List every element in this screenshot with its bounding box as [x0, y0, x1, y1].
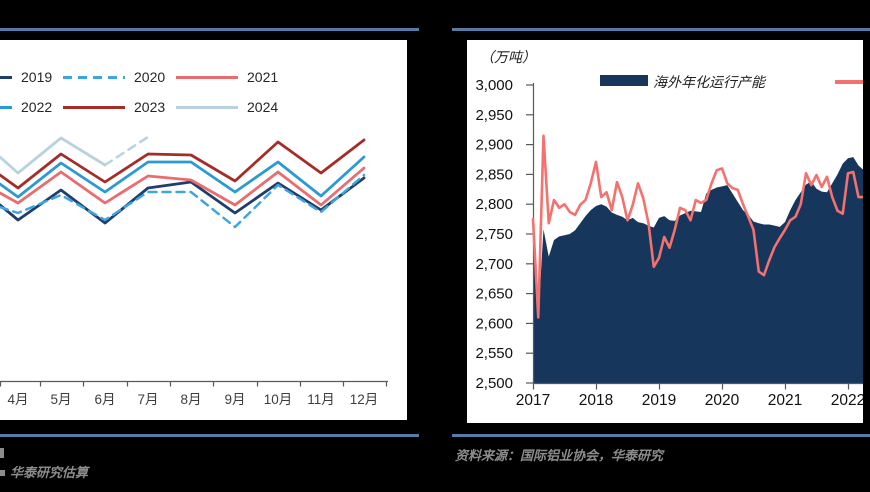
y-axis-label: 2,900: [475, 137, 513, 154]
y-axis-label: 2,850: [475, 166, 513, 183]
figure-left-bottom-rule: [0, 434, 419, 437]
x-axis-label: 7月: [137, 392, 158, 407]
y-axis-label: 2,700: [475, 256, 513, 273]
x-axis-label: 2021: [768, 392, 802, 409]
cut-text-fragment: [0, 448, 4, 458]
series-2019: [0, 176, 366, 225]
legend-swatch: [176, 75, 238, 79]
y-axis-label: 2,500: [475, 375, 513, 392]
legend-label: 2022: [21, 99, 53, 115]
legend-item-2020: 2020: [63, 69, 176, 85]
legend-area-label: 海外年化运行产能: [653, 75, 765, 91]
left-chart-panel: 2019 2020 2021 2022 2023 2024 4月 5月 6月 7月 8月 9月 10月…: [0, 40, 407, 420]
y-axis-label: 2,600: [475, 315, 513, 332]
x-axis-label: 4月: [7, 392, 28, 407]
x-axis-label: 2020: [705, 392, 740, 409]
y-axis-label: 2,800: [475, 196, 513, 213]
y-axis-label: 3,000: [475, 77, 513, 94]
x-axis-label: 11月: [307, 392, 335, 407]
legend-label: 2023: [134, 99, 166, 115]
x-axis-label: 2019: [642, 392, 676, 409]
legend-line-swatch: [835, 80, 863, 84]
legend-item-2021: 2021: [176, 69, 289, 85]
figure-left-top-rule: [0, 28, 419, 31]
series-area-capacity: [533, 157, 863, 383]
legend-swatch: [0, 75, 12, 79]
x-axis-label: 9月: [224, 392, 245, 407]
left-chart-source: 华泰研究估算: [10, 466, 89, 481]
legend-row: 2022 2023 2024: [0, 92, 289, 122]
legend-label: 2019: [21, 69, 53, 85]
y-axis-label: 2,650: [475, 286, 513, 303]
y-axis-label: 2,550: [475, 345, 513, 362]
left-line-chart: 4月 5月 6月 7月 8月 9月 10月 11月 12月: [0, 135, 388, 407]
cut-text-fragment: [0, 470, 5, 476]
legend-swatch: [0, 105, 12, 109]
series-line-production: [531, 134, 863, 319]
legend-item-2022: 2022: [0, 99, 63, 115]
figure-right-bottom-rule: [452, 434, 870, 437]
legend-swatch: [63, 75, 125, 79]
series-2024: [0, 136, 107, 175]
series-2024-estimate: [103, 135, 150, 167]
x-axis-label: 2017: [516, 392, 550, 409]
x-axis-label: 12月: [350, 392, 379, 407]
figure-right-top-rule: [452, 28, 870, 31]
series-2021: [0, 166, 366, 207]
y-axis-unit-label: （万吨）: [480, 50, 536, 66]
x-axis-label: 2018: [579, 392, 613, 409]
series-2023: [0, 138, 366, 190]
legend-item-2023: 2023: [63, 99, 176, 115]
x-axis-label: 6月: [94, 392, 115, 407]
legend-item-2024: 2024: [176, 99, 289, 115]
x-axis-label: 8月: [180, 392, 201, 407]
series-2020: [0, 173, 366, 229]
y-axis-label: 2,750: [475, 226, 513, 243]
x-axis-label: 5月: [50, 392, 71, 407]
x-axis-label: 2022: [831, 392, 863, 409]
legend-area-swatch: [600, 75, 648, 86]
legend-row: 2019 2020 2021: [0, 62, 289, 92]
right-chart-panel: （万吨） 海外年化运行产能 2,500 2,550 2,600 2,650 2,700 2…: [467, 40, 863, 423]
legend-label: 2021: [247, 69, 279, 85]
y-axis-label: 2,950: [475, 107, 513, 124]
right-chart-source: 资料来源：国际铝业协会，华泰研究: [455, 449, 664, 464]
legend-swatch: [63, 105, 125, 109]
legend-label: 2020: [134, 69, 166, 85]
legend-label: 2024: [247, 99, 279, 115]
x-axis-label: 10月: [264, 392, 293, 407]
legend-item-2019: 2019: [0, 69, 63, 85]
legend-swatch: [176, 105, 238, 109]
series-2022: [0, 155, 366, 199]
left-chart-legend: 2019 2020 2021 2022 2023 2024: [0, 62, 289, 122]
right-area-chart: 2,500 2,550 2,600 2,650 2,700 2,750 2,800 2,850…: [475, 77, 863, 409]
